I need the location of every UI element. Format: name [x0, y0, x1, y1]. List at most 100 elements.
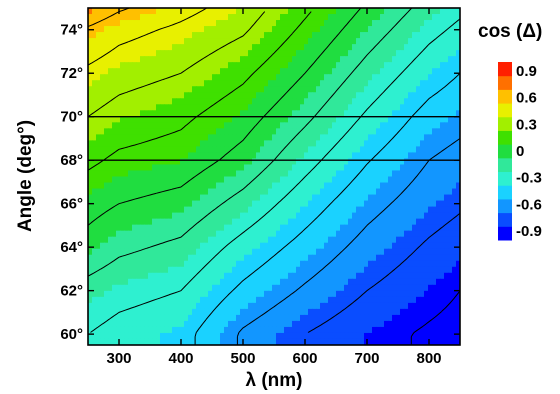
heatmap-cell [220, 176, 225, 184]
heatmap-cell [308, 212, 313, 220]
heatmap-cell [112, 62, 117, 69]
heatmap-cell [292, 158, 297, 166]
heatmap-cell [136, 290, 141, 298]
heatmap-cell [108, 224, 113, 232]
heatmap-cell [408, 170, 413, 178]
heatmap-cell [296, 266, 301, 274]
heatmap-cell [252, 302, 257, 310]
heatmap-cell [356, 158, 361, 166]
heatmap-cell [304, 284, 309, 292]
heatmap-cell [280, 326, 285, 334]
heatmap-cell [424, 92, 429, 99]
heatmap-cell [88, 308, 93, 316]
heatmap-cell [392, 80, 397, 87]
heatmap-cell [356, 224, 361, 232]
heatmap-cell [272, 248, 277, 256]
heatmap-cell [196, 194, 201, 202]
heatmap-cell [424, 134, 429, 141]
heatmap-cell [352, 104, 357, 111]
heatmap-cell [416, 56, 421, 63]
heatmap-cell [392, 296, 397, 304]
heatmap-cell [212, 68, 217, 75]
heatmap-cell [264, 50, 269, 57]
heatmap-cell [140, 38, 145, 45]
heatmap-cell [116, 68, 121, 75]
heatmap-cell [444, 14, 449, 21]
heatmap-cell [160, 98, 165, 105]
heatmap-cell [88, 152, 93, 160]
heatmap-cell [284, 170, 289, 178]
heatmap-cell [96, 326, 101, 334]
heatmap-cell [120, 212, 125, 220]
heatmap-cell [140, 218, 145, 226]
heatmap-cell [380, 38, 385, 45]
heatmap-cell [152, 116, 157, 123]
heatmap-cell [360, 32, 365, 39]
heatmap-cell [304, 146, 309, 154]
heatmap-cell [308, 38, 313, 45]
heatmap-cell [156, 284, 161, 292]
heatmap-cell [192, 110, 197, 117]
heatmap-cell [404, 104, 409, 111]
heatmap-cell [384, 308, 389, 316]
heatmap-cell [292, 194, 297, 202]
heatmap-cell [444, 266, 449, 274]
heatmap-cell [252, 62, 257, 69]
heatmap-cell [444, 182, 449, 190]
heatmap-cell [456, 134, 460, 141]
heatmap-cell [200, 212, 205, 220]
heatmap-cell [316, 128, 321, 135]
heatmap-cell [416, 176, 421, 184]
heatmap-cell [256, 248, 261, 256]
heatmap-cell [296, 248, 301, 256]
heatmap-cell [428, 44, 433, 51]
heatmap-cell [400, 170, 405, 178]
heatmap-cell [88, 182, 93, 190]
heatmap-cell [128, 326, 133, 334]
heatmap-cell [120, 254, 125, 262]
heatmap-cell [384, 290, 389, 298]
heatmap-cell [112, 266, 117, 274]
heatmap-cell [132, 32, 137, 39]
heatmap-cell [440, 80, 445, 87]
heatmap-cell [336, 212, 341, 220]
heatmap-cell [252, 146, 257, 154]
heatmap-cell [140, 68, 145, 75]
heatmap-cell [440, 194, 445, 202]
heatmap-cell [136, 56, 141, 63]
heatmap-cell [256, 176, 261, 184]
heatmap-cell [440, 320, 445, 328]
heatmap-cell [112, 200, 117, 208]
heatmap-cell [204, 290, 209, 298]
heatmap-cell [236, 50, 241, 57]
heatmap-cell [288, 20, 293, 27]
heatmap-cell [312, 320, 317, 328]
heatmap-cell [260, 266, 265, 274]
heatmap-cell [240, 80, 245, 87]
heatmap-cell [160, 14, 165, 21]
heatmap-cell [376, 158, 381, 166]
heatmap-cell [216, 86, 221, 93]
heatmap-cell [152, 122, 157, 129]
heatmap-cell [408, 272, 413, 280]
heatmap-cell [388, 92, 393, 99]
heatmap-cell [188, 278, 193, 286]
heatmap-cell [448, 278, 453, 286]
heatmap-cell [88, 8, 93, 15]
heatmap-cell [348, 92, 353, 99]
heatmap-cell [404, 98, 409, 105]
heatmap-cell [244, 62, 249, 69]
heatmap-cell [100, 290, 105, 298]
heatmap-cell [368, 314, 373, 322]
heatmap-cell [88, 230, 93, 238]
heatmap-cell [388, 230, 393, 238]
heatmap-cell [284, 26, 289, 33]
heatmap-cell [156, 32, 161, 39]
heatmap-cell [444, 212, 449, 220]
heatmap-cell [416, 224, 421, 232]
heatmap-cell [432, 56, 437, 63]
heatmap-cell [324, 92, 329, 99]
heatmap-cell [152, 188, 157, 196]
heatmap-cell [336, 278, 341, 286]
heatmap-cell [328, 290, 333, 298]
